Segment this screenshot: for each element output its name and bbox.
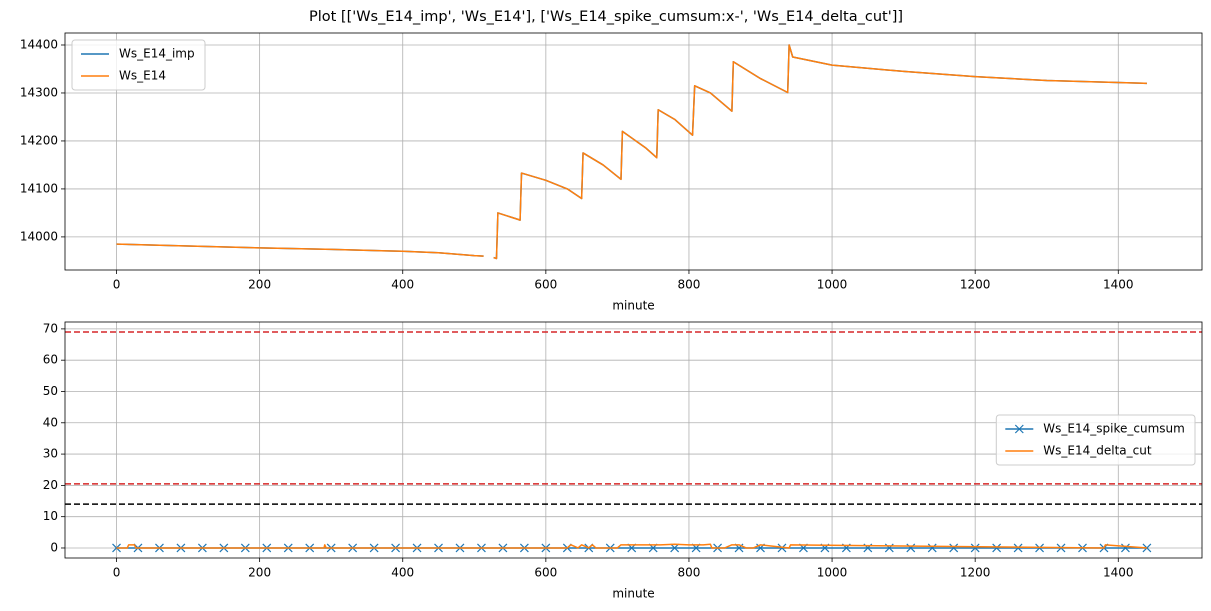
x-tick-label: 400	[391, 566, 414, 580]
y-tick-label: 60	[43, 353, 58, 367]
marker	[949, 543, 959, 553]
y-tick-label: 40	[43, 415, 58, 429]
series-line	[116, 44, 1147, 260]
plot-area	[65, 331, 1202, 553]
x-tick-label: 800	[678, 278, 701, 292]
y-tick-label: 14200	[20, 133, 58, 147]
legend-label: Ws_E14_delta_cut	[1043, 444, 1152, 458]
y-tick-label: 20	[43, 478, 58, 492]
y-tick-label: 50	[43, 384, 58, 398]
x-tick-label: 200	[248, 278, 271, 292]
y-tick-label: 14100	[20, 181, 58, 195]
marker	[1013, 543, 1023, 553]
marker	[992, 543, 1002, 553]
axes-frame	[64, 321, 1203, 559]
legend-box	[71, 39, 206, 91]
marker	[927, 543, 937, 553]
marker	[1121, 543, 1130, 553]
x-tick-label: 1400	[1103, 566, 1134, 580]
plot-area	[116, 44, 1147, 260]
figure-title: Plot [['Ws_E14_imp', 'Ws_E14'], ['Ws_E14…	[309, 9, 903, 25]
x-tick-label: 1200	[960, 566, 991, 580]
x-tick-label: 800	[678, 566, 701, 580]
legend-marker	[1014, 424, 1024, 434]
marker	[1142, 543, 1152, 553]
legend-label: Ws_E14_imp	[119, 47, 195, 61]
y-tick-label: 14000	[20, 229, 58, 243]
axes-frame	[64, 32, 1203, 271]
legend-box	[995, 414, 1196, 466]
y-tick-label: 30	[43, 447, 58, 461]
y-tick-label: 10	[43, 509, 58, 523]
x-axis-label: minute	[612, 587, 654, 601]
x-tick-label: 600	[534, 566, 557, 580]
y-tick-label: 14400	[20, 37, 58, 51]
marker	[777, 543, 787, 553]
x-tick-label: 1000	[817, 566, 848, 580]
x-tick-label: 0	[113, 566, 121, 580]
y-tick-label: 14300	[20, 85, 58, 99]
marker	[970, 543, 980, 553]
marker	[670, 543, 680, 553]
y-tick-label: 70	[43, 321, 58, 335]
x-tick-label: 1400	[1103, 278, 1134, 292]
y-tick-label: 0	[50, 540, 58, 554]
x-tick-label: 600	[534, 278, 557, 292]
marker	[112, 543, 121, 553]
x-tick-label: 1000	[817, 278, 848, 292]
x-tick-label: 0	[113, 278, 121, 292]
x-tick-label: 400	[391, 278, 414, 292]
legend-label: Ws_E14_spike_cumsum	[1043, 422, 1185, 436]
series-line	[116, 543, 1147, 549]
x-axis-label: minute	[612, 299, 654, 313]
x-tick-label: 1200	[960, 278, 991, 292]
legend-label: Ws_E14	[119, 69, 166, 83]
x-tick-label: 200	[248, 566, 271, 580]
